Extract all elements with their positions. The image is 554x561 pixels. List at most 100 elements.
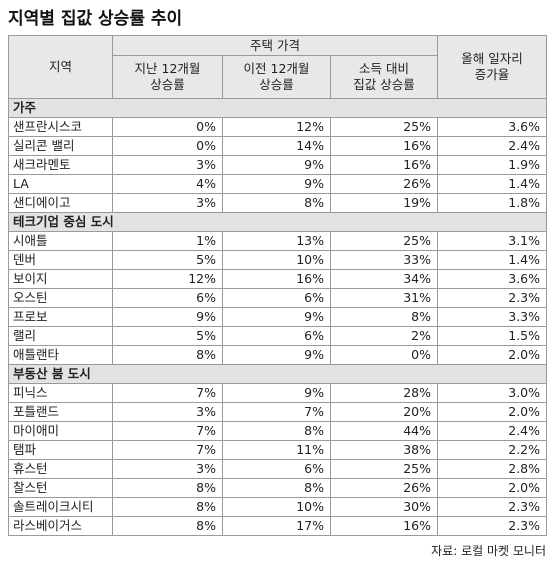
table-row: 새크라멘토 3% 9% 16% 1.9% [8, 155, 548, 175]
table-row: 시애틀 1% 13% 25% 3.1% [8, 231, 548, 251]
region-cell: 라스베이거스 [8, 516, 113, 536]
region-cell: 새크라멘토 [8, 155, 113, 175]
value-cell: 9% [222, 174, 331, 194]
table-row: 보이지 12% 16% 34% 3.6% [8, 269, 548, 289]
value-cell: 28% [329, 383, 439, 403]
table-row: 애틀랜타 8% 9% 0% 2.0% [8, 345, 548, 365]
table-row: 실리콘 밸리 0% 14% 16% 2.4% [8, 136, 548, 156]
value-cell: 13% [222, 231, 331, 251]
value-cell: 8% [222, 478, 331, 498]
region-cell: 피닉스 [8, 383, 113, 403]
value-cell: 2.2% [437, 440, 548, 460]
value-cell: 20% [329, 402, 439, 422]
region-cell: 실리콘 밸리 [8, 136, 113, 156]
source: 자료: 로컬 마켓 모니터 [431, 544, 546, 558]
value-cell: 16% [329, 155, 439, 175]
title: 지역별 집값 상승률 추이 [8, 9, 183, 29]
value-cell: 19% [329, 193, 439, 213]
value-cell: 9% [112, 307, 223, 327]
value-cell: 1.5% [437, 326, 548, 346]
value-cell: 9% [222, 383, 331, 403]
value-cell: 6% [222, 459, 331, 479]
value-cell: 7% [112, 383, 223, 403]
table-row: 오스틴 6% 6% 31% 2.3% [8, 288, 548, 308]
value-cell: 8% [222, 193, 331, 213]
group-name: 부동산 붐 도시 [7, 364, 548, 384]
header-cell: 지난 12개월 상승률 [112, 55, 223, 99]
header-cell: 올해 일자리 증가율 [437, 35, 548, 99]
value-cell: 3.6% [437, 269, 548, 289]
region-cell: 보이지 [8, 269, 113, 289]
value-cell: 8% [112, 516, 223, 536]
value-cell: 9% [222, 345, 331, 365]
value-cell: 2.3% [437, 516, 548, 536]
region-cell: 시애틀 [8, 231, 113, 251]
value-cell: 44% [329, 421, 439, 441]
group-name: 테크기업 중심 도시 [7, 212, 548, 232]
value-cell: 3% [112, 193, 223, 213]
region-cell: 덴버 [8, 250, 113, 270]
value-cell: 8% [329, 307, 439, 327]
table-row: 샌디에이고 3% 8% 19% 1.8% [8, 193, 548, 213]
value-cell: 25% [329, 459, 439, 479]
value-cell: 8% [112, 478, 223, 498]
table-row: 덴버 5% 10% 33% 1.4% [8, 250, 548, 270]
value-cell: 3% [112, 402, 223, 422]
region-cell: 샌프란시스코 [8, 117, 113, 137]
table-row: 샌프란시스코 0% 12% 25% 3.6% [8, 117, 548, 137]
value-cell: 7% [222, 402, 331, 422]
value-cell: 16% [329, 136, 439, 156]
value-cell: 34% [329, 269, 439, 289]
region-cell: 탬파 [8, 440, 113, 460]
table-row: 랠리 5% 6% 2% 1.5% [8, 326, 548, 346]
region-cell: LA [8, 174, 113, 194]
group-name: 가주 [7, 98, 548, 118]
region-cell: 애틀랜타 [8, 345, 113, 365]
value-cell: 11% [222, 440, 331, 460]
value-cell: 2.8% [437, 459, 548, 479]
table-row: LA 4% 9% 26% 1.4% [8, 174, 548, 194]
table-row: 탬파 7% 11% 38% 2.2% [8, 440, 548, 460]
header-cell: 소득 대비 집값 상승률 [329, 55, 439, 99]
region-cell: 랠리 [8, 326, 113, 346]
table-row: 솔트레이크시티 8% 10% 30% 2.3% [8, 497, 548, 517]
table-row: 프로보 9% 9% 8% 3.3% [8, 307, 548, 327]
value-cell: 1.8% [437, 193, 548, 213]
header-cell: 주택 가격 [111, 35, 439, 56]
value-cell: 5% [112, 250, 223, 270]
group-row: 부동산 붐 도시 [7, 364, 548, 384]
value-cell: 2% [329, 326, 439, 346]
value-cell: 8% [112, 497, 223, 517]
value-cell: 25% [329, 231, 439, 251]
region-cell: 휴스턴 [8, 459, 113, 479]
value-cell: 9% [222, 155, 331, 175]
region-cell: 찰스턴 [8, 478, 113, 498]
value-cell: 3% [112, 459, 223, 479]
region-cell: 프로보 [8, 307, 113, 327]
value-cell: 25% [329, 117, 439, 137]
table-row: 찰스턴 8% 8% 26% 2.0% [8, 478, 548, 498]
value-cell: 30% [329, 497, 439, 517]
header-cell: 지역 [8, 35, 113, 99]
value-cell: 0% [329, 345, 439, 365]
table-row: 라스베이거스 8% 17% 16% 2.3% [8, 516, 548, 536]
header-cell: 이전 12개월 상승률 [222, 55, 331, 99]
value-cell: 8% [112, 345, 223, 365]
value-cell: 3.0% [437, 383, 548, 403]
value-cell: 9% [222, 307, 331, 327]
region-cell: 오스틴 [8, 288, 113, 308]
value-cell: 2.0% [437, 345, 548, 365]
value-cell: 16% [222, 269, 331, 289]
value-cell: 7% [112, 421, 223, 441]
value-cell: 1.9% [437, 155, 548, 175]
value-cell: 17% [222, 516, 331, 536]
table-row: 포틀랜드 3% 7% 20% 2.0% [8, 402, 548, 422]
value-cell: 3.1% [437, 231, 548, 251]
value-cell: 6% [112, 288, 223, 308]
value-cell: 2.3% [437, 497, 548, 517]
value-cell: 38% [329, 440, 439, 460]
region-cell: 포틀랜드 [8, 402, 113, 422]
region-cell: 마이애미 [8, 421, 113, 441]
value-cell: 2.4% [437, 136, 548, 156]
value-cell: 2.4% [437, 421, 548, 441]
